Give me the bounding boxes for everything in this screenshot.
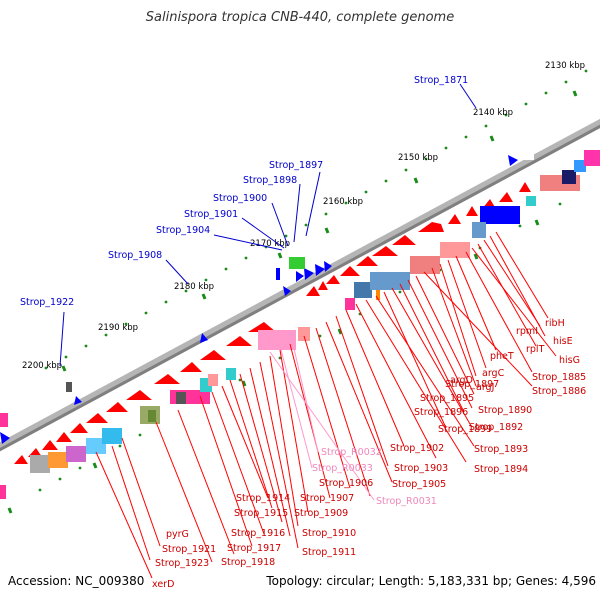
scale-label: 2180 kbp xyxy=(174,282,214,292)
lower-gene-labels: ribH hisE rpmI rplT hisG Strop_1885 pheT… xyxy=(152,318,586,590)
gene-label: Strop_R0031 xyxy=(376,496,437,507)
gene-label: Strop_R0033 xyxy=(312,463,373,474)
gene-label: Strop_1908 xyxy=(108,250,162,261)
scale-label: 2170 kbp xyxy=(250,239,290,249)
forward-strand-genes xyxy=(14,182,531,464)
gene-label: Strop_1922 xyxy=(20,297,74,308)
gene-label: Strop_1917 xyxy=(227,543,281,554)
gene-label: Strop_1871 xyxy=(414,75,468,86)
gene-label: Strop_1896 xyxy=(414,407,468,418)
upper-leader-lines xyxy=(59,83,477,367)
scale-label: 2190 kbp xyxy=(98,323,138,333)
gene-label: Strop_1909 xyxy=(294,508,348,519)
scale-labels: 2130 kbp 2140 kbp 2150 kbp 2160 kbp 2170… xyxy=(22,61,585,371)
gene-label: xerD xyxy=(152,579,174,590)
gene-label: Strop_R0032 xyxy=(321,447,382,458)
gene-label: hisG xyxy=(559,355,580,366)
gene-label: Strop_1904 xyxy=(156,225,210,236)
gene-label: Strop_1892 xyxy=(469,422,523,433)
gene-label: rpmI xyxy=(516,326,538,337)
gene-label: Strop_1921 xyxy=(162,544,216,555)
gene-label: Strop_1915 xyxy=(234,508,288,519)
scale-label: 2150 kbp xyxy=(398,153,438,163)
gene-label: Strop_1906 xyxy=(319,478,373,489)
gene-label: Strop_1918 xyxy=(221,557,275,568)
gene-label: Strop_1907 xyxy=(300,493,354,504)
gene-label: argD xyxy=(450,375,473,386)
gene-label: Strop_1905 xyxy=(392,479,446,490)
lower-leader-lines xyxy=(95,231,557,579)
gene-label: Strop_1897 xyxy=(445,379,499,390)
gene-label: Strop_1893 xyxy=(474,444,528,455)
gene-label: pheT xyxy=(490,351,514,362)
gene-label: argC xyxy=(482,368,505,379)
accession-text: Accession: NC_009380 xyxy=(8,574,145,588)
map-title: Salinispora tropica CNB-440, complete ge… xyxy=(145,10,455,25)
gene-label: Strop_1910 xyxy=(302,528,356,539)
scale-label: 2130 kbp xyxy=(545,61,585,71)
gene-label: Strop_1886 xyxy=(532,386,586,397)
gene-label: rplT xyxy=(526,344,545,355)
gene-label: argJ xyxy=(476,382,494,393)
gene-label: Strop_1890 xyxy=(478,405,532,416)
scale-ticks xyxy=(7,90,578,514)
backbone xyxy=(0,118,600,452)
gene-label: Strop_1900 xyxy=(213,193,267,204)
topology-text: Topology: circular; Length: 5,183,331 bp… xyxy=(266,574,596,588)
gene-label: Strop_1902 xyxy=(390,443,444,454)
gene-label: Strop_1914 xyxy=(236,493,290,504)
gene-label: Strop_1903 xyxy=(394,463,448,474)
gene-label: hisE xyxy=(553,336,573,347)
gene-label: Strop_1895 xyxy=(420,393,474,404)
lower-leader-lines-pink xyxy=(269,339,375,501)
scale-label: 2160 kbp xyxy=(323,197,363,207)
gene-label: Strop_1894 xyxy=(474,464,528,475)
gene-label: Strop_1916 xyxy=(231,528,285,539)
gene-label: Strop_1901 xyxy=(184,209,238,220)
gene-label: pyrG xyxy=(166,529,189,540)
gene-label: Strop_1897 xyxy=(269,160,323,171)
scale-label: 2140 kbp xyxy=(473,108,513,118)
gene-label: Strop_1885 xyxy=(532,372,586,383)
gene-label: ribH xyxy=(545,318,565,329)
scale-label: 2200 kbp xyxy=(22,361,62,371)
upper-gene-labels: Strop_1871 Strop_1897 Strop_1898 Strop_1… xyxy=(20,75,468,308)
gene-label: Strop_1899 xyxy=(438,424,492,435)
gene-label: Strop_1923 xyxy=(155,558,209,569)
gene-label: Strop_1898 xyxy=(243,175,297,186)
reverse-strand-genes xyxy=(0,155,520,444)
gene-label: Strop_1911 xyxy=(302,547,356,558)
feature-blocks xyxy=(0,148,600,499)
